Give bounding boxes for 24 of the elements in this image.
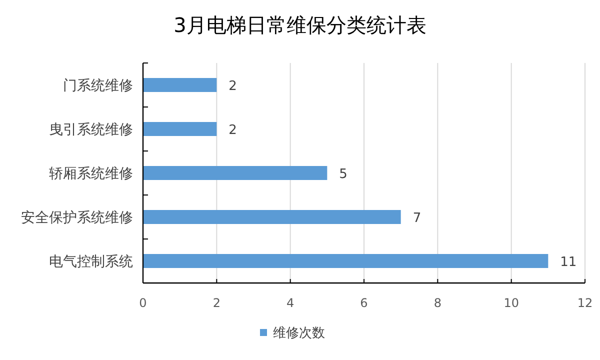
chart-title: 3月电梯日常维保分类统计表: [174, 13, 426, 37]
bar: [143, 254, 548, 268]
x-tick-label: 6: [360, 296, 368, 310]
bar: [143, 78, 217, 92]
y-tick-label: 安全保护系统维修: [21, 210, 133, 226]
x-tick-label: 8: [434, 296, 442, 310]
y-tick-label: 门系统维修: [63, 78, 133, 94]
data-label: 11: [560, 255, 577, 270]
bar: [143, 122, 217, 136]
y-tick-label: 轿厢系统维修: [49, 166, 133, 182]
y-tick-label: 电气控制系统: [49, 254, 133, 270]
x-tick-label: 0: [139, 296, 147, 310]
data-label: 2: [228, 123, 237, 138]
y-tick-label: 曳引系统维修: [49, 122, 133, 138]
x-tick-label: 4: [286, 296, 294, 310]
legend-label: 维修次数: [273, 326, 325, 341]
data-label: 2: [228, 79, 237, 94]
x-tick-label: 12: [577, 296, 593, 310]
bar: [143, 210, 401, 224]
x-tick-label: 2: [212, 296, 220, 310]
data-label: 7: [412, 211, 422, 226]
x-tick-label: 10: [504, 296, 519, 310]
data-label: 5: [339, 167, 348, 182]
bar: [143, 166, 328, 180]
